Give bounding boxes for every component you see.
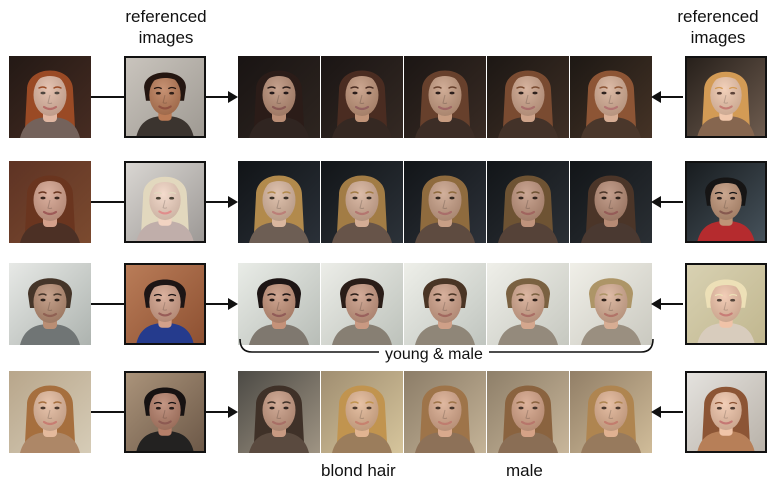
left-arrow <box>651 91 683 103</box>
left-arrow <box>651 196 683 208</box>
right-arrow <box>206 91 238 103</box>
generated-face <box>321 263 403 345</box>
blond-hair-caption: blond hair <box>321 461 396 480</box>
source-to-reference-line <box>91 303 124 305</box>
right-arrow <box>206 196 238 208</box>
generated-face <box>321 161 403 243</box>
source-face <box>9 56 91 138</box>
right-reference-face <box>685 371 767 453</box>
male-caption: male <box>506 461 543 480</box>
generated-face <box>238 371 320 453</box>
right-reference-face <box>685 263 767 345</box>
left-arrow <box>651 298 683 310</box>
generated-face <box>487 161 569 243</box>
generated-face <box>487 371 569 453</box>
source-face <box>9 371 91 453</box>
generated-face <box>487 56 569 138</box>
generated-face <box>321 56 403 138</box>
left-reference-face <box>124 371 206 453</box>
generated-face <box>238 263 320 345</box>
generated-face <box>404 263 486 345</box>
left-arrow <box>651 406 683 418</box>
generated-face <box>238 56 320 138</box>
generated-face <box>404 371 486 453</box>
source-to-reference-line <box>91 96 124 98</box>
source-to-reference-line <box>91 201 124 203</box>
right-referenced-images-header: referenced images <box>677 7 759 47</box>
generated-face <box>321 371 403 453</box>
right-arrow <box>206 406 238 418</box>
left-reference-face <box>124 56 206 138</box>
generated-face <box>570 263 652 345</box>
source-to-reference-line <box>91 411 124 413</box>
generated-face <box>570 161 652 243</box>
generated-face <box>570 56 652 138</box>
right-reference-face <box>685 161 767 243</box>
source-face <box>9 161 91 243</box>
generated-face <box>487 263 569 345</box>
left-reference-face <box>124 263 206 345</box>
left-reference-face <box>124 161 206 243</box>
generated-face <box>570 371 652 453</box>
generated-face <box>238 161 320 243</box>
source-face <box>9 263 91 345</box>
young-male-caption: young & male <box>379 345 489 365</box>
generated-face <box>404 161 486 243</box>
left-referenced-images-header: referenced images <box>125 7 207 47</box>
generated-face <box>404 56 486 138</box>
right-reference-face <box>685 56 767 138</box>
right-arrow <box>206 298 238 310</box>
